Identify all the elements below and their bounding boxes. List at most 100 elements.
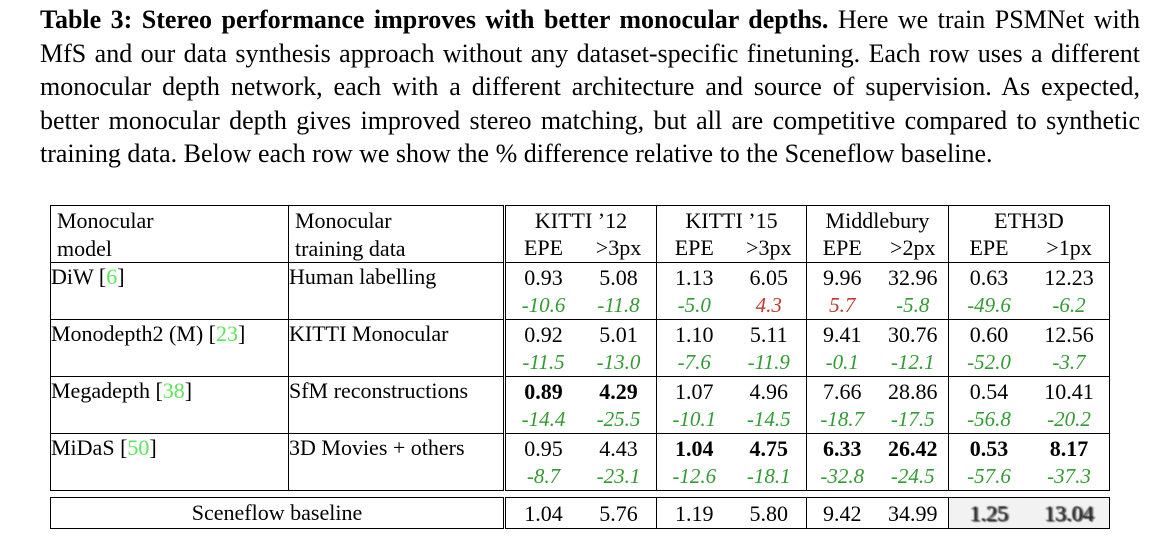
pct-diff-value: -12.6 [672, 464, 717, 488]
metric-value: 6.33 [823, 436, 862, 461]
metric-label: EPE [674, 235, 714, 260]
metric-value: 0.54 [969, 379, 1009, 404]
metric-value: 7.66 [823, 379, 862, 404]
table-row: Monodepth2 (M) [23] KITTI Monocular 0.92 5.… [50, 319, 1110, 377]
metric-value: 12.56 [1044, 322, 1094, 347]
cell-dataset-results: 6.33 26.42 -32.8 -24.5 [806, 433, 949, 491]
baseline-dataset-results: 9.42 34.99 [806, 497, 949, 529]
pct-diff-value: -11.5 [522, 350, 565, 374]
metric-value: 0.89 [524, 379, 563, 404]
citation-link[interactable]: 6 [106, 264, 118, 289]
metric-value: 4.43 [599, 436, 638, 461]
pct-diff-line: -11.5 -13.0 [508, 348, 656, 375]
values-line: 0.95 4.43 [508, 435, 656, 463]
col-header-dataset: Middlebury EPE >2px [806, 205, 949, 263]
citation-link[interactable]: 38 [162, 378, 185, 403]
baseline-dataset-results: 1.19 5.80 [656, 497, 807, 529]
col-header-training-data-line: Monocular [295, 208, 392, 233]
metric-value: 4.75 [749, 436, 789, 461]
pct-diff-value: -57.6 [967, 464, 1011, 488]
values-line: 9.41 30.76 [808, 321, 948, 349]
pct-diff-value: 5.7 [829, 293, 856, 317]
pct-diff-value: -56.8 [967, 407, 1011, 431]
baseline-label: Sceneflow baseline [50, 497, 505, 529]
pct-diff-value: -11.9 [747, 350, 790, 374]
pct-diff-value: -10.6 [521, 293, 566, 317]
values-line: 0.53 8.17 [950, 435, 1109, 463]
metric-value: 5.76 [599, 500, 638, 526]
col-header-monocular-model: Monocular model [50, 205, 289, 263]
col-header-dataset: ETH3D EPE >1px [948, 205, 1110, 263]
pct-diff-value: -49.6 [967, 293, 1011, 317]
metric-value: 0.95 [524, 436, 563, 461]
pct-diff-line: -10.6 -11.8 [508, 291, 656, 318]
metric-value: 34.99 [888, 500, 938, 526]
pct-diff-line: -12.6 -18.1 [658, 462, 806, 489]
pct-diff-value: -52.0 [967, 350, 1011, 374]
cell-training-data: KITTI Monocular [288, 319, 505, 377]
pct-diff-line: -10.1 -14.5 [658, 405, 806, 432]
metric-label: >2px [890, 235, 936, 260]
values-line: 0.92 5.01 [508, 321, 656, 349]
metric-value: 1.04 [675, 436, 714, 461]
citation-link[interactable]: 23 [215, 321, 238, 346]
metric-value: 1.25 [969, 500, 1009, 526]
values-line: 9.42 34.99 [808, 500, 948, 527]
dataset-name: KITTI ’15 [685, 208, 778, 233]
metric-value: 26.42 [888, 436, 938, 461]
pct-diff-value: -24.5 [890, 464, 935, 488]
pct-diff-line: -0.1 -12.1 [808, 348, 948, 375]
metric-value: 9.42 [823, 500, 862, 526]
cell-dataset-results: 7.66 28.86 -18.7 -17.5 [806, 376, 949, 434]
pct-diff-line: -7.6 -11.9 [658, 348, 806, 375]
citation-link[interactable]: 50 [127, 435, 150, 460]
baseline-dataset-results: 1.25 13.04 [948, 497, 1110, 529]
cell-monocular-model: MiDaS [50] [50, 433, 289, 491]
cell-dataset-results: 0.60 12.56 -52.0 -3.7 [948, 319, 1110, 377]
pct-diff-line: -14.4 -25.5 [508, 405, 656, 432]
values-line: 1.04 4.75 [658, 435, 806, 463]
values-line: 7.66 28.86 [808, 378, 948, 406]
cell-monocular-model: DiW [6] [50, 262, 289, 320]
caption-body-text: Here we train PSMNet with MfS and our da… [40, 5, 1141, 168]
cell-dataset-results: 0.63 12.23 -49.6 -6.2 [948, 262, 1110, 320]
metric-value: 5.01 [599, 322, 638, 347]
baseline-dataset-results: 1.04 5.76 [503, 497, 657, 529]
pct-diff-value: -10.1 [672, 407, 717, 431]
values-line: 1.19 5.80 [658, 500, 806, 527]
col-header-training-data: Monocular training data [288, 205, 505, 263]
pct-diff-line: -57.6 -37.3 [950, 462, 1109, 489]
pct-diff-value: -13.0 [596, 350, 641, 374]
pct-diff-value: -14.4 [521, 407, 566, 431]
cell-training-data: Human labelling [288, 262, 505, 320]
pct-diff-value: -25.5 [596, 407, 641, 431]
pct-diff-value: -7.6 [677, 350, 711, 374]
pct-diff-value: -37.3 [1047, 464, 1091, 488]
pct-diff-value: -23.1 [596, 464, 641, 488]
metric-value: 1.04 [524, 500, 563, 526]
pct-diff-value: -18.1 [746, 464, 791, 488]
cell-dataset-results: 9.41 30.76 -0.1 -12.1 [806, 319, 949, 377]
values-line: 0.89 4.29 [508, 378, 656, 406]
dataset-metrics: EPE >1px [950, 234, 1109, 261]
table-row: Megadepth [38] SfM reconstructions 0.89 4.2… [50, 376, 1110, 434]
cell-training-data: 3D Movies + others [288, 433, 505, 491]
pct-diff-value: -3.7 [1052, 350, 1086, 374]
values-line: 1.10 5.11 [658, 321, 806, 349]
cell-dataset-results: 1.10 5.11 -7.6 -11.9 [656, 319, 807, 377]
pct-diff-value: 4.3 [755, 293, 782, 317]
metric-value: 8.17 [1049, 436, 1089, 461]
model-name: DiW [51, 264, 94, 289]
metric-value: 9.96 [823, 265, 862, 290]
metric-value: 0.53 [969, 436, 1009, 461]
metric-value: 0.60 [969, 322, 1009, 347]
model-name: Megadepth [51, 378, 150, 403]
pct-diff-value: -5.8 [896, 293, 930, 317]
values-line: 1.25 13.04 [950, 500, 1109, 527]
baseline-table: Sceneflow baseline 1.04 5.76 1.19 5.80 9.42 34… [50, 497, 1110, 529]
values-line: 0.54 10.41 [950, 378, 1109, 406]
metric-value: 5.11 [749, 322, 788, 347]
pct-diff-value: -6.2 [1052, 293, 1086, 317]
pct-diff-line: -56.8 -20.2 [950, 405, 1109, 432]
dataset-metrics: EPE >3px [508, 234, 656, 261]
